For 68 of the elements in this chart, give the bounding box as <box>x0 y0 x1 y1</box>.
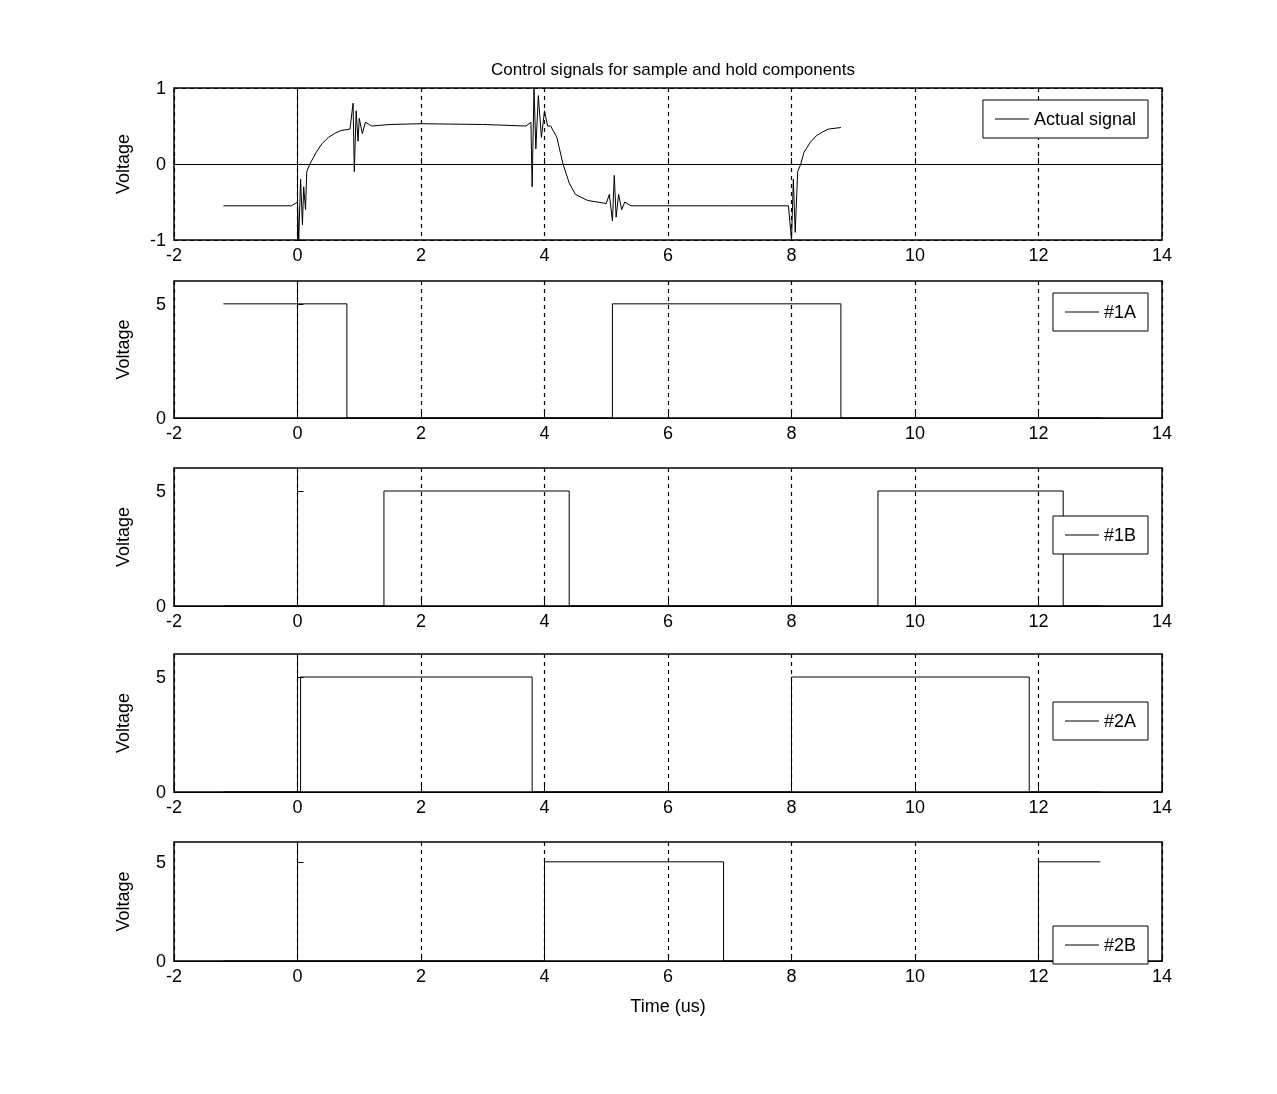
x-tick-label: 6 <box>662 797 674 817</box>
x-tick-label: 8 <box>786 423 797 443</box>
x-tick-label: 0 <box>292 245 303 265</box>
y-tick-label: 0 <box>155 154 166 174</box>
legend-label: #2A <box>1103 711 1136 731</box>
x-tick-label: 8 <box>786 797 797 817</box>
legend-label: #1A <box>1103 302 1136 322</box>
x-tick-label: 6 <box>662 966 674 986</box>
x-tick-label: 4 <box>539 245 550 265</box>
y-tick-label: 0 <box>155 951 166 971</box>
x-tick-label: 2 <box>415 423 427 443</box>
x-tick-label: 2 <box>415 966 427 986</box>
y-tick-label: 5 <box>155 667 166 687</box>
x-tick-label: 4 <box>539 966 550 986</box>
y-tick-label: 5 <box>155 293 166 314</box>
x-tick-label: -2 <box>165 797 183 817</box>
legend-label: #2B <box>1103 935 1136 955</box>
x-tick-label: 14 <box>1151 423 1173 443</box>
x-tick-label: 6 <box>662 245 674 265</box>
y-axis-title: Voltage <box>113 871 133 932</box>
legend-label: Actual signal <box>1033 109 1136 129</box>
x-tick-label: -2 <box>165 611 183 631</box>
y-axis-title: Voltage <box>113 133 133 195</box>
x-tick-label: 0 <box>292 797 303 817</box>
x-tick-label: 8 <box>786 245 797 265</box>
x-tick-label: 8 <box>786 966 797 986</box>
x-tick-label: 12 <box>1028 797 1049 817</box>
y-tick-label: 0 <box>155 782 166 802</box>
y-tick-label: 1 <box>155 78 166 98</box>
y-tick-label: 0 <box>155 596 166 616</box>
x-tick-label: 8 <box>786 611 797 631</box>
y-tick-label: -1 <box>149 230 166 250</box>
x-tick-label: 2 <box>415 797 427 817</box>
x-tick-label: 10 <box>904 797 926 817</box>
x-tick-label: -2 <box>165 245 183 265</box>
y-tick-label: 5 <box>155 481 166 501</box>
x-tick-label: 12 <box>1028 611 1049 631</box>
x-tick-label: 0 <box>292 423 303 443</box>
x-tick-label: 2 <box>415 245 427 265</box>
x-tick-label: 6 <box>662 611 674 631</box>
y-axis-title: Voltage <box>113 506 133 568</box>
x-tick-label: 10 <box>904 245 926 265</box>
x-tick-label: 4 <box>539 423 550 443</box>
x-axis-title: Time (us) <box>630 996 706 1016</box>
x-tick-label: 6 <box>662 423 674 443</box>
x-tick-label: 10 <box>904 611 926 631</box>
chart-title: Control signals for sample and hold components <box>491 60 855 79</box>
x-tick-label: 14 <box>1151 966 1173 986</box>
x-tick-label: -2 <box>165 966 183 986</box>
y-tick-label: 0 <box>155 408 166 428</box>
y-axis-title: Voltage <box>113 692 133 754</box>
y-axis-title: Voltage <box>113 319 133 380</box>
x-tick-label: 10 <box>904 423 926 443</box>
x-tick-label: 14 <box>1151 245 1173 265</box>
x-tick-label: 12 <box>1028 966 1049 986</box>
x-tick-label: 0 <box>292 611 303 631</box>
legend-label: #1B <box>1103 525 1136 545</box>
x-tick-label: 14 <box>1151 797 1173 817</box>
x-tick-label: 12 <box>1028 423 1049 443</box>
x-tick-label: 12 <box>1028 245 1049 265</box>
x-tick-label: 14 <box>1151 611 1173 631</box>
x-tick-label: 4 <box>539 797 550 817</box>
x-tick-label: 10 <box>904 966 926 986</box>
x-tick-label: -2 <box>165 423 183 443</box>
x-tick-label: 4 <box>539 611 550 631</box>
x-tick-label: 0 <box>292 966 303 986</box>
x-tick-label: 2 <box>415 611 427 631</box>
y-tick-label: 5 <box>155 851 166 872</box>
